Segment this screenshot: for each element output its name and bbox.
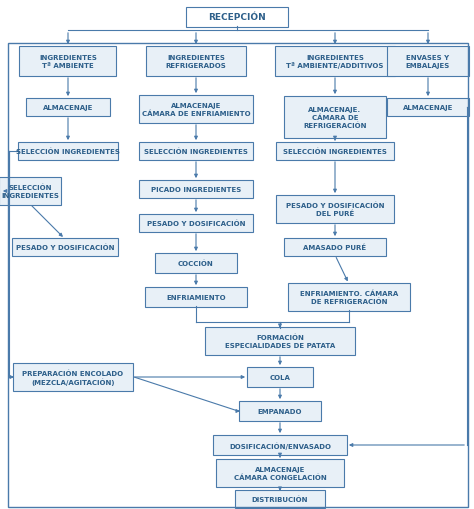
FancyBboxPatch shape	[145, 288, 247, 307]
FancyBboxPatch shape	[288, 284, 410, 312]
FancyBboxPatch shape	[139, 215, 253, 233]
Text: ENVASES Y
EMBALAJES: ENVASES Y EMBALAJES	[406, 55, 450, 69]
FancyBboxPatch shape	[19, 47, 117, 77]
Text: PESADO Y DOSIFICACIÓN: PESADO Y DOSIFICACIÓN	[147, 220, 245, 227]
Text: PESADO Y DOSIFICACIÓN: PESADO Y DOSIFICACIÓN	[16, 244, 114, 251]
FancyBboxPatch shape	[247, 367, 313, 387]
Text: COLA: COLA	[270, 374, 291, 380]
Text: DISTRIBUCIÓN: DISTRIBUCIÓN	[252, 496, 308, 502]
Text: AMASADO PURÉ: AMASADO PURÉ	[303, 244, 366, 251]
Text: PICADO INGREDIENTES: PICADO INGREDIENTES	[151, 187, 241, 192]
Text: SELECCIÓN
INGREDIENTES: SELECCIÓN INGREDIENTES	[1, 185, 59, 199]
Text: ENFRIAMIENTO: ENFRIAMIENTO	[166, 294, 226, 300]
Text: SELECCIÓN INGREDIENTES: SELECCIÓN INGREDIENTES	[283, 149, 387, 155]
Text: PREPARACIÓN ENCOLADO
(MEZCLA/AGITACIÓN): PREPARACIÓN ENCOLADO (MEZCLA/AGITACIÓN)	[22, 370, 124, 385]
FancyBboxPatch shape	[284, 97, 386, 139]
FancyBboxPatch shape	[18, 143, 118, 161]
FancyBboxPatch shape	[139, 96, 253, 124]
FancyBboxPatch shape	[275, 47, 395, 77]
FancyBboxPatch shape	[139, 143, 253, 161]
FancyBboxPatch shape	[186, 8, 288, 28]
FancyBboxPatch shape	[284, 239, 386, 257]
FancyBboxPatch shape	[0, 178, 61, 206]
FancyBboxPatch shape	[235, 490, 325, 508]
FancyBboxPatch shape	[276, 195, 394, 223]
Text: FORMACIÓN
ESPECIALIDADES DE PATATA: FORMACIÓN ESPECIALIDADES DE PATATA	[225, 334, 335, 348]
Text: EMPANADO: EMPANADO	[258, 408, 302, 414]
Text: DOSIFICACIÓN/ENVASADO: DOSIFICACIÓN/ENVASADO	[229, 441, 331, 449]
Text: INGREDIENTES
Tª AMBIENTE: INGREDIENTES Tª AMBIENTE	[39, 55, 97, 69]
FancyBboxPatch shape	[139, 181, 253, 199]
Text: ALMACENAJE
CÁMARA DE ENFRIAMIENTO: ALMACENAJE CÁMARA DE ENFRIAMIENTO	[142, 103, 250, 117]
FancyBboxPatch shape	[26, 99, 110, 117]
Text: ALMACENAJE
CÁMARA CONGELACIÓN: ALMACENAJE CÁMARA CONGELACIÓN	[234, 466, 327, 480]
FancyBboxPatch shape	[155, 253, 237, 273]
FancyBboxPatch shape	[205, 327, 355, 355]
FancyBboxPatch shape	[213, 435, 347, 455]
Text: ALMACENAJE.
CÁMARA DE
REFRIGERACIÓN: ALMACENAJE. CÁMARA DE REFRIGERACIÓN	[303, 107, 367, 129]
Text: ENFRIAMIENTO. CÁMARA
DE REFRIGERACIÓN: ENFRIAMIENTO. CÁMARA DE REFRIGERACIÓN	[300, 290, 398, 305]
Text: ALMACENAJE: ALMACENAJE	[403, 105, 453, 111]
Text: SELECCIÓN INGREDIENTES: SELECCIÓN INGREDIENTES	[144, 149, 248, 155]
Text: COCCIÓN: COCCIÓN	[178, 260, 214, 267]
Text: INGREDIENTES
REFRIGERADOS: INGREDIENTES REFRIGERADOS	[165, 55, 227, 69]
FancyBboxPatch shape	[216, 459, 344, 487]
FancyBboxPatch shape	[13, 363, 133, 391]
FancyBboxPatch shape	[12, 239, 118, 257]
Text: RECEPCIÓN: RECEPCIÓN	[208, 13, 266, 22]
Text: PESADO Y DOSIFICACIÓN
DEL PURÉ: PESADO Y DOSIFICACIÓN DEL PURÉ	[286, 202, 384, 217]
FancyBboxPatch shape	[239, 401, 321, 421]
FancyBboxPatch shape	[387, 99, 469, 117]
FancyBboxPatch shape	[146, 47, 246, 77]
FancyBboxPatch shape	[276, 143, 394, 161]
Text: ALMACENAJE: ALMACENAJE	[43, 105, 93, 111]
Text: INGREDIENTES
Tª AMBIENTE/ADDITIVOS: INGREDIENTES Tª AMBIENTE/ADDITIVOS	[286, 54, 383, 69]
Text: SELECCIÓN INGREDIENTES: SELECCIÓN INGREDIENTES	[16, 149, 120, 155]
FancyBboxPatch shape	[387, 47, 469, 77]
